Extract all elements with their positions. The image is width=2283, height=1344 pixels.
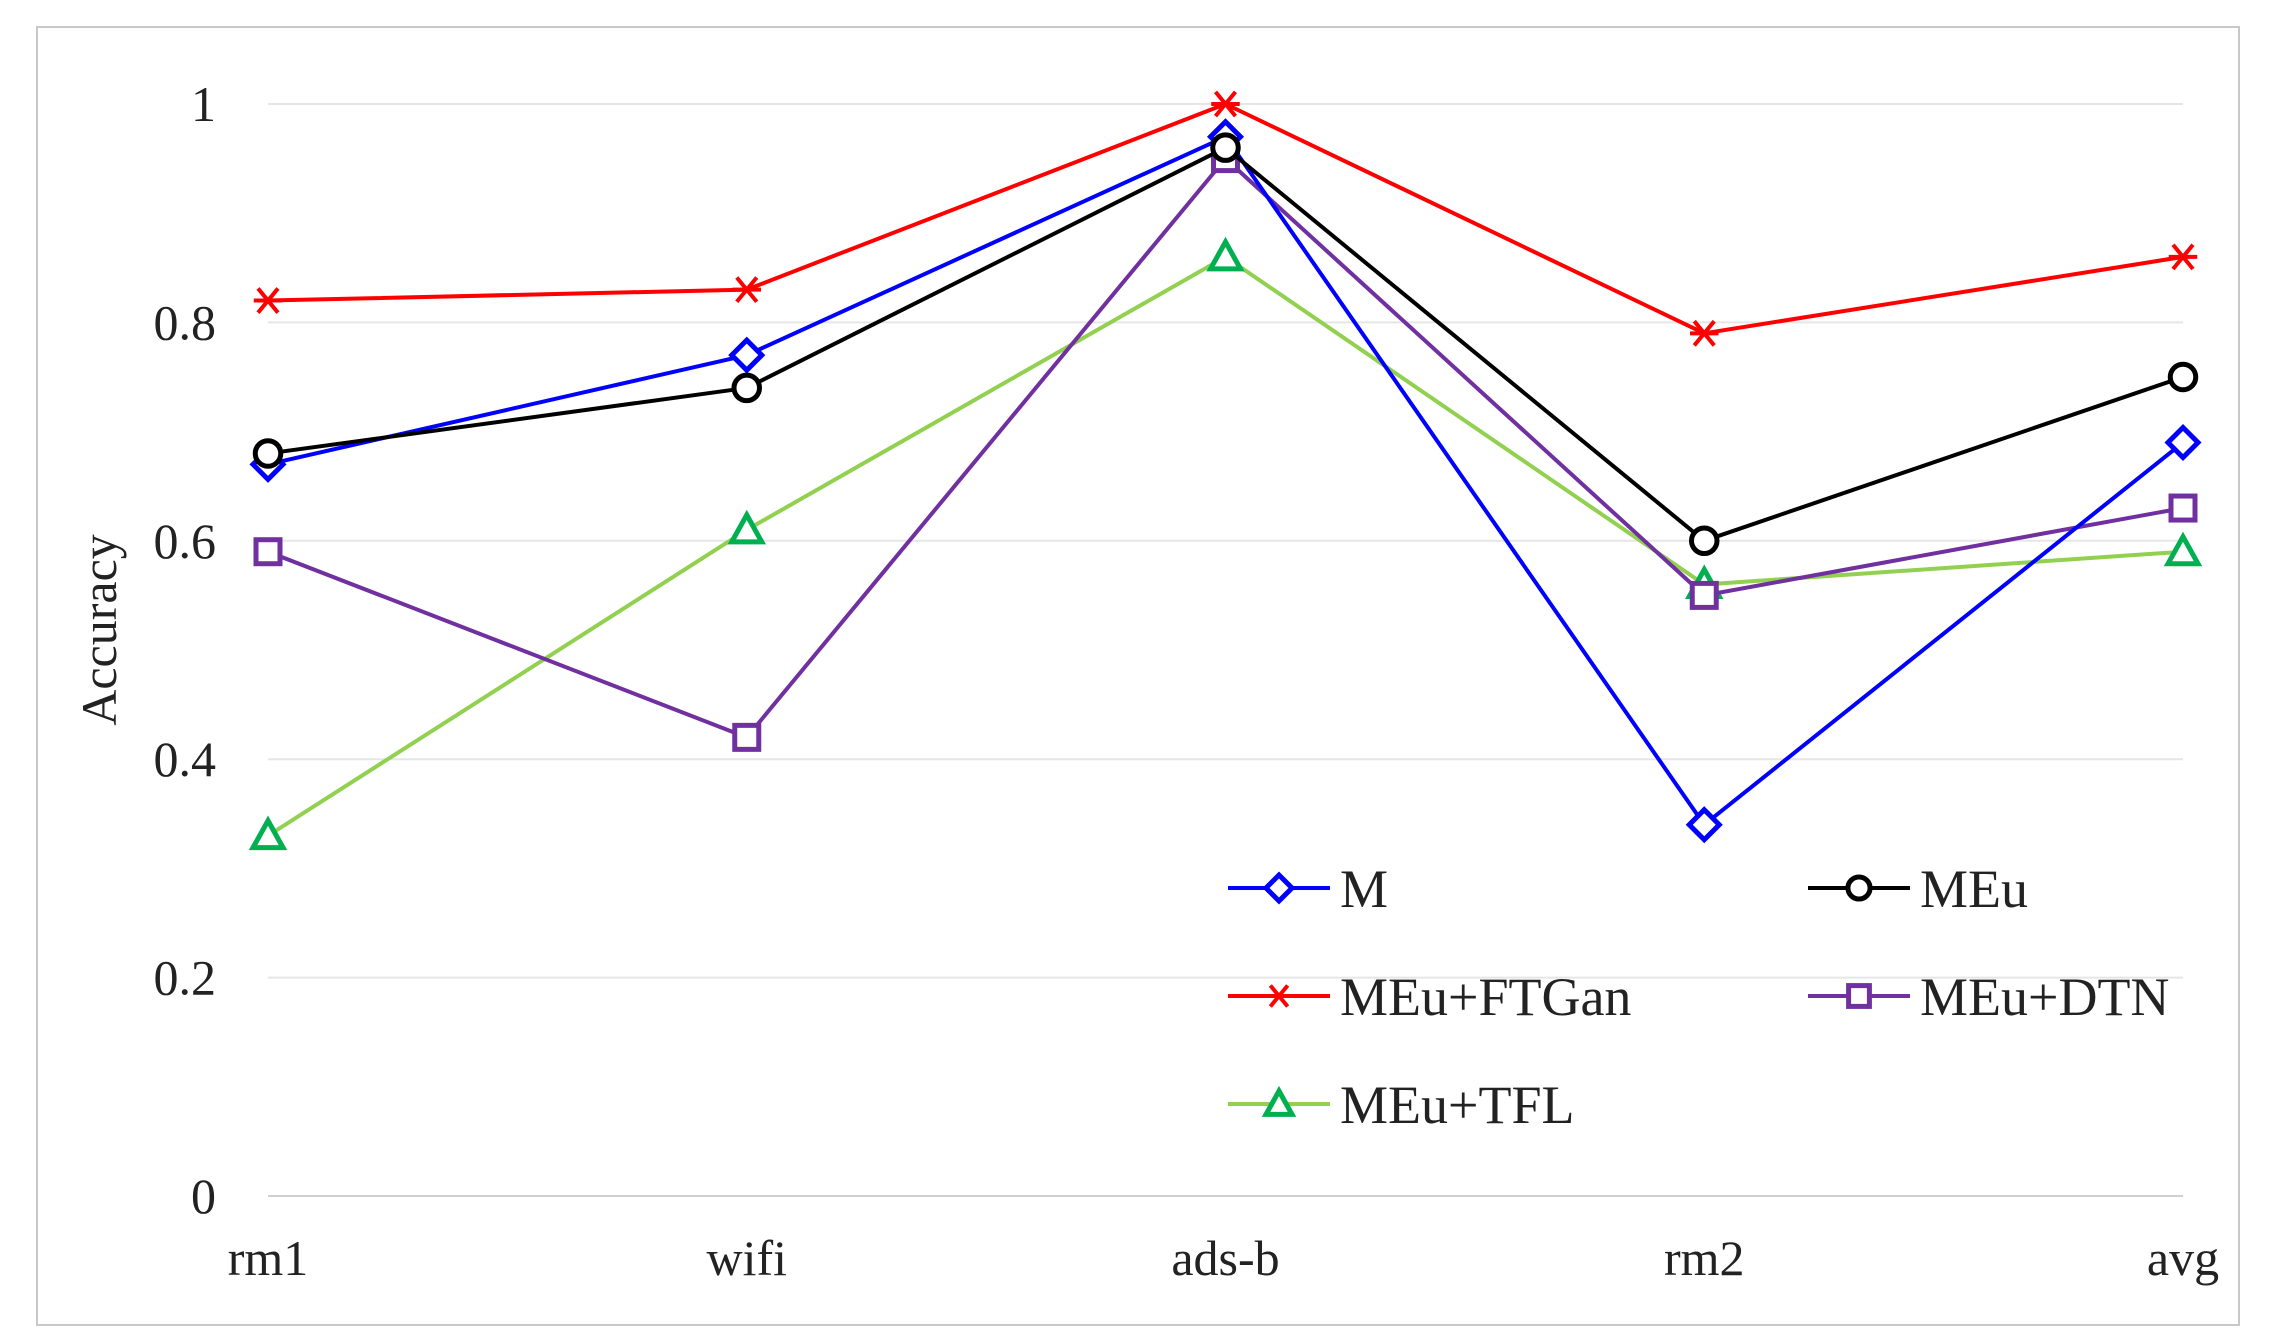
data-point-triangle [1206, 236, 1245, 272]
legend-label: MEu+TFL [1340, 1075, 1574, 1135]
data-point-square [253, 537, 283, 567]
data-point-square [1689, 580, 1719, 610]
asterisk-stroke [2171, 243, 2195, 271]
data-point-square [1846, 983, 1872, 1009]
series-group [248, 90, 2203, 851]
data-point-asterisk [2168, 243, 2198, 271]
x-tick-label: wifi [706, 1230, 787, 1286]
series-meu [252, 132, 2199, 557]
legend-label: MEu+FTGan [1340, 967, 1631, 1027]
data-point-circle [2167, 361, 2199, 393]
asterisk-stroke [1213, 90, 1238, 118]
asterisk-stroke [1268, 984, 1290, 1008]
legend: M MEu MEu+FTGan MEu+DTN MEu+TFL [1228, 859, 2169, 1135]
legend-item-meu-dtn: MEu+DTN [1808, 967, 2169, 1027]
data-point-triangle [727, 509, 766, 545]
x-tick-label: rm2 [1664, 1230, 1745, 1286]
chart-frame: 0 0.2 0.4 0.6 0.8 1 rm1 wifi ads-b rm2 avg Accuracy… [36, 26, 2240, 1326]
x-tick-label: ads-b [1171, 1230, 1279, 1286]
y-axis-title: Accuracy [71, 534, 127, 726]
y-tick-label: 0.6 [154, 513, 217, 569]
legend-item-meu-tfl: MEu+TFL [1228, 1075, 1574, 1135]
series-meu-tfl [248, 236, 2203, 851]
line-chart: 0 0.2 0.4 0.6 0.8 1 rm1 wifi ads-b rm2 avg Accuracy… [71, 76, 2219, 1286]
y-tick-label: 1 [191, 76, 216, 132]
asterisk-stroke [735, 276, 759, 304]
legend-label: M [1340, 859, 1388, 919]
data-point-asterisk [253, 287, 283, 314]
data-point-circle [1845, 874, 1873, 902]
gridlines [268, 103, 2183, 979]
data-point-diamond [1685, 806, 1723, 844]
data-point-circle [1689, 525, 1720, 557]
data-point-asterisk [732, 276, 761, 304]
legend-label: MEu [1920, 859, 2028, 919]
axes: 0 0.2 0.4 0.6 0.8 1 rm1 wifi ads-b rm2 avg Accuracy [71, 76, 2219, 1286]
data-point-square [2168, 493, 2198, 523]
data-point-diamond [1262, 871, 1296, 905]
y-tick-label: 0.2 [154, 950, 217, 1006]
asterisk-stroke [256, 287, 280, 314]
series-line [266, 254, 2184, 838]
data-point-asterisk [1266, 984, 1292, 1008]
data-point-diamond [728, 336, 766, 374]
legend-item-m: M [1228, 859, 1388, 919]
series-meu-ftgan [253, 90, 2198, 347]
legend-item-meu: MEu [1808, 859, 2028, 919]
data-point-asterisk [1690, 319, 1719, 347]
data-point-triangle [248, 815, 288, 851]
data-point-diamond [2164, 423, 2202, 462]
data-point-triangle [2163, 531, 2203, 567]
data-point-square [732, 722, 762, 752]
y-tick-label: 0.4 [154, 731, 217, 787]
series-m [249, 118, 2202, 844]
y-tick-label: 0 [191, 1168, 216, 1224]
y-tick-label: 0.8 [154, 294, 217, 350]
x-tick-label: avg [2147, 1230, 2219, 1286]
data-point-asterisk [1211, 90, 1240, 118]
asterisk-stroke [1692, 319, 1716, 347]
legend-label: MEu+DTN [1920, 967, 2169, 1027]
legend-item-meu-ftgan: MEu+FTGan [1228, 967, 1631, 1027]
data-point-circle [731, 372, 762, 404]
series-line [267, 145, 2184, 543]
data-point-circle [1210, 132, 1241, 163]
x-tick-label: rm1 [228, 1230, 309, 1286]
data-point-circle [252, 438, 284, 469]
data-point-triangle [1261, 1085, 1297, 1117]
